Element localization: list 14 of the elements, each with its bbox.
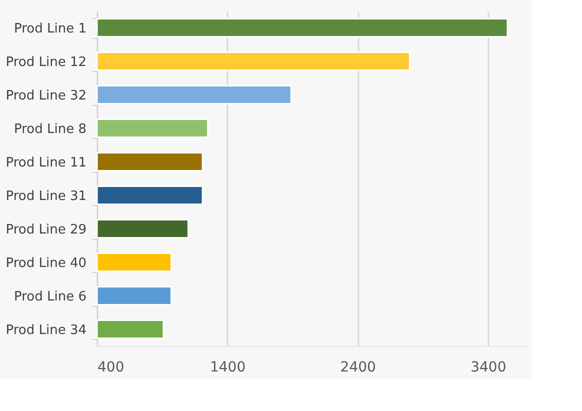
- x-tick-label: 2400: [340, 360, 376, 376]
- x-tick-label: 3400: [470, 360, 506, 376]
- y-tick-label: Prod Line 1: [14, 21, 86, 36]
- y-tick-label: Prod Line 12: [6, 54, 86, 70]
- y-tick-label: Prod Line 34: [6, 322, 86, 338]
- y-tick-label: Prod Line 31: [6, 188, 86, 204]
- y-tick-label: Prod Line 6: [14, 289, 86, 304]
- y-tick-label: Prod Line 29: [6, 222, 86, 238]
- y-tick-label: Prod Line 32: [6, 88, 86, 104]
- y-tick-label: Prod Line 11: [6, 155, 86, 170]
- y-tick-label: Prod Line 40: [6, 256, 86, 271]
- x-tick-label: 400: [98, 360, 124, 376]
- y-tick-label: Prod Line 8: [14, 122, 86, 137]
- x-tick-label: 1400: [210, 360, 246, 376]
